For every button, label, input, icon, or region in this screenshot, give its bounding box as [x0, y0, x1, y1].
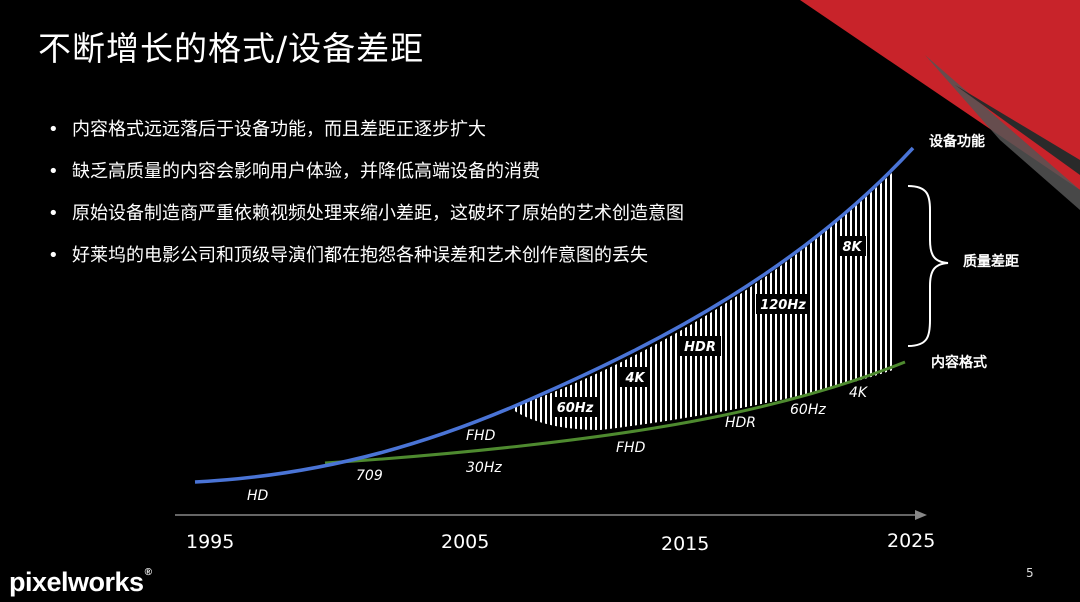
bullet-item: 缺乏高质量的内容会影响用户体验，并降低高端设备的消费	[48, 160, 688, 183]
page-number: 5	[1026, 566, 1034, 580]
gap-badge: 60Hz	[553, 397, 597, 417]
device-milestone: 30Hz	[466, 460, 502, 476]
svg-text:8K: 8K	[842, 240, 862, 255]
content-milestone: 4K	[849, 385, 869, 401]
svg-text:120Hz: 120Hz	[760, 298, 806, 313]
year-label: 2005	[441, 531, 489, 553]
content-format-curve	[324, 360, 906, 465]
gap-badge: 120Hz	[756, 294, 810, 314]
bullet-item: 内容格式远远落后于设备功能，而且差距正逐步扩大	[48, 118, 688, 141]
gap-brace	[907, 185, 949, 347]
content-milestone: FHD	[616, 440, 646, 456]
device-milestone: 709	[356, 468, 383, 484]
content-milestone: HDR	[725, 415, 756, 431]
svg-text:4K: 4K	[624, 371, 645, 386]
device-milestone: FHD	[466, 428, 496, 444]
svg-text:60Hz: 60Hz	[557, 401, 594, 416]
device-capability-label: 设备功能	[929, 133, 985, 150]
year-label: 1995	[186, 531, 234, 553]
timeline-arrow	[915, 510, 927, 520]
bullet-item: 好莱坞的电影公司和顶级导演们都在抱怨各种误差和艺术创作意图的丢失	[48, 244, 688, 267]
content-milestone: 60Hz	[790, 402, 826, 418]
bullet-list: 内容格式远远落后于设备功能，而且差距正逐步扩大 缺乏高质量的内容会影响用户体验，…	[48, 118, 688, 286]
gap-badge: 8K	[838, 236, 866, 256]
page-title: 不断增长的格式/设备差距	[38, 29, 425, 68]
svg-text:HDR: HDR	[684, 340, 716, 355]
bullet-item: 原始设备制造商严重依赖视频处理来缩小差距，这破坏了原始的艺术创造意图	[48, 202, 688, 225]
quality-gap-label: 质量差距	[963, 253, 1019, 270]
device-milestone: HD	[247, 488, 269, 504]
year-label: 2015	[661, 533, 709, 555]
year-label: 2025	[887, 530, 935, 552]
gap-badge: 4K	[620, 367, 650, 387]
device-capability-curve	[194, 146, 915, 484]
pixelworks-logo: pixelworks®	[9, 567, 152, 597]
quality-gap-region	[510, 172, 893, 430]
content-format-label: 内容格式	[931, 354, 987, 371]
gap-badge: HDR	[679, 336, 721, 356]
